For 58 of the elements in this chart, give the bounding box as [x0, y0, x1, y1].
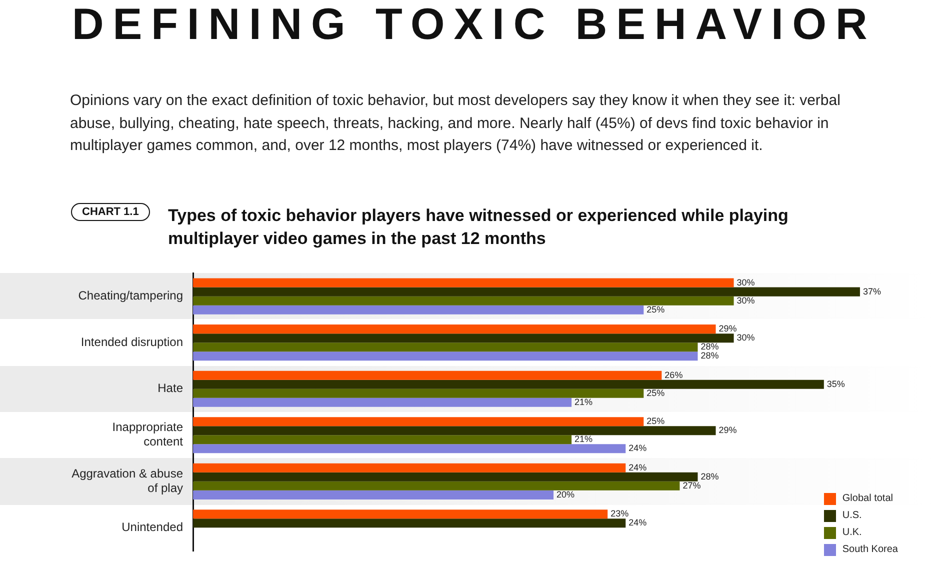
data-label: 27%	[682, 480, 701, 490]
legend-label: U.S.	[842, 510, 862, 521]
data-label: 28%	[700, 350, 719, 361]
data-label: 24%	[628, 518, 647, 528]
bar	[193, 426, 716, 436]
bar	[193, 472, 698, 482]
data-label: 30%	[736, 332, 755, 343]
data-label: 35%	[826, 378, 845, 389]
bar	[193, 490, 554, 500]
legend-label: South Korea	[842, 544, 898, 555]
text: Opinions vary on the exact definition of toxic behavior, but most developers say they know it when they see it: verbal abuse, bullying, cheating, hate speech, threats, hacking, and more. Nearly half (45%) of devs find toxic behavior in multiplayer games common, and, over 12 months, most players (74%) have witnessed or experienced it.	[70, 91, 842, 156]
data-label: 25%	[646, 304, 665, 314]
bar	[193, 380, 824, 389]
bar	[193, 352, 698, 361]
y-tick-label: Cheating/tampering	[78, 288, 183, 303]
bar	[193, 305, 644, 314]
bar	[193, 463, 626, 472]
legend-label: U.K.	[842, 527, 862, 538]
data-label: 26%	[664, 370, 683, 380]
bar	[193, 398, 572, 407]
data-label: 25%	[646, 388, 665, 398]
bar	[193, 296, 734, 306]
bar	[193, 388, 644, 398]
y-tick-label: Hate	[158, 381, 184, 396]
data-label: 21%	[574, 396, 593, 407]
data-label: 20%	[556, 489, 575, 500]
caption: CHART 1.1	[71, 203, 150, 221]
y-tick-label: Intended disruption	[80, 334, 183, 349]
legend-label: Global total	[842, 493, 893, 504]
data-label: 24%	[628, 443, 647, 454]
data-label: 25%	[646, 416, 665, 426]
y-tick-label: Aggravation & abuse of play	[72, 466, 184, 495]
bar	[193, 417, 644, 426]
data-label: 30%	[736, 277, 755, 288]
bar	[193, 518, 626, 528]
bar	[193, 287, 860, 296]
data-label: 28%	[700, 471, 719, 482]
bar	[193, 278, 734, 288]
data-label: 23%	[610, 508, 629, 519]
bar	[193, 324, 716, 334]
data-label: 37%	[862, 286, 881, 296]
bar	[193, 444, 626, 454]
bar	[193, 481, 680, 490]
data-label: 29%	[718, 425, 737, 436]
data-label: 30%	[736, 295, 755, 306]
y-tick-label: Inappropriate content	[112, 420, 184, 449]
data-label: 28%	[700, 342, 719, 352]
chart-title: Types of toxic behavior players have witnessed or experienced while playing multiplayer video games in the past 12 months	[168, 205, 790, 250]
data-label: 29%	[718, 324, 737, 334]
text: DEFINING TOXIC BEHAVIOR	[72, 0, 876, 50]
data-label: 24%	[628, 462, 647, 472]
bar	[193, 334, 734, 343]
bar	[193, 435, 572, 444]
bar	[193, 342, 698, 352]
y-tick-label: Unintended	[122, 520, 183, 534]
data-label: 21%	[574, 434, 593, 444]
bar	[193, 510, 608, 519]
bar	[193, 370, 662, 380]
